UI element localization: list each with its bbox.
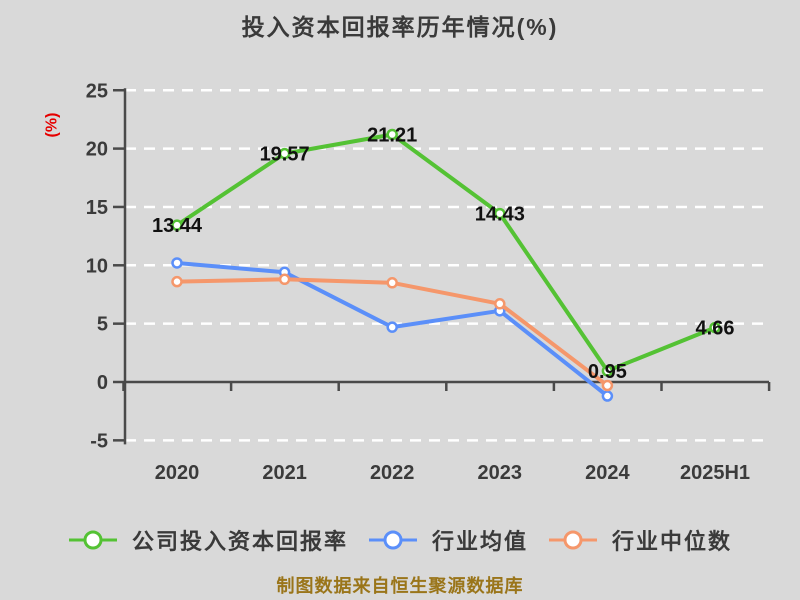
svg-text:25: 25 (86, 80, 108, 102)
legend-item-industry-mean[interactable]: 行业均值 (368, 524, 528, 556)
line-marker-icon (549, 530, 597, 550)
svg-text:4.66: 4.66 (696, 318, 735, 340)
svg-text:19.57: 19.57 (260, 144, 310, 166)
chart-legend: 公司投入资本回报率 行业均值 行业中位数 (0, 524, 800, 556)
data-source-note: 制图数据来自恒生聚源数据库 (276, 576, 524, 596)
chart-title: 投入资本回报率历年情况(%) (241, 14, 559, 40)
svg-text:2025H1: 2025H1 (680, 462, 750, 484)
svg-text:15: 15 (86, 197, 108, 219)
legend-label-industry-mean: 行业均值 (431, 529, 528, 554)
legend-item-company-roic[interactable]: 公司投入资本回报率 (68, 524, 348, 556)
svg-text:2023: 2023 (478, 462, 523, 484)
legend-item-industry-median[interactable]: 行业中位数 (548, 524, 732, 556)
svg-text:2022: 2022 (370, 462, 415, 484)
svg-text:2021: 2021 (262, 462, 307, 484)
legend-label-company-roic: 公司投入资本回报率 (131, 529, 348, 554)
svg-text:20: 20 (86, 139, 108, 161)
svg-text:13.44: 13.44 (152, 215, 203, 237)
svg-text:21.21: 21.21 (367, 124, 417, 146)
line-marker-icon (368, 530, 417, 550)
legend-label-industry-median: 行业中位数 (612, 529, 733, 554)
svg-text:10: 10 (86, 255, 108, 277)
svg-text:14.43: 14.43 (475, 204, 525, 226)
svg-text:2020: 2020 (155, 462, 200, 484)
line-marker-icon (68, 530, 117, 550)
svg-text:5: 5 (97, 314, 108, 336)
svg-text:0.95: 0.95 (588, 361, 627, 383)
svg-text:0: 0 (97, 372, 108, 394)
svg-text:-5: -5 (90, 430, 108, 452)
svg-text:2024: 2024 (585, 462, 630, 484)
